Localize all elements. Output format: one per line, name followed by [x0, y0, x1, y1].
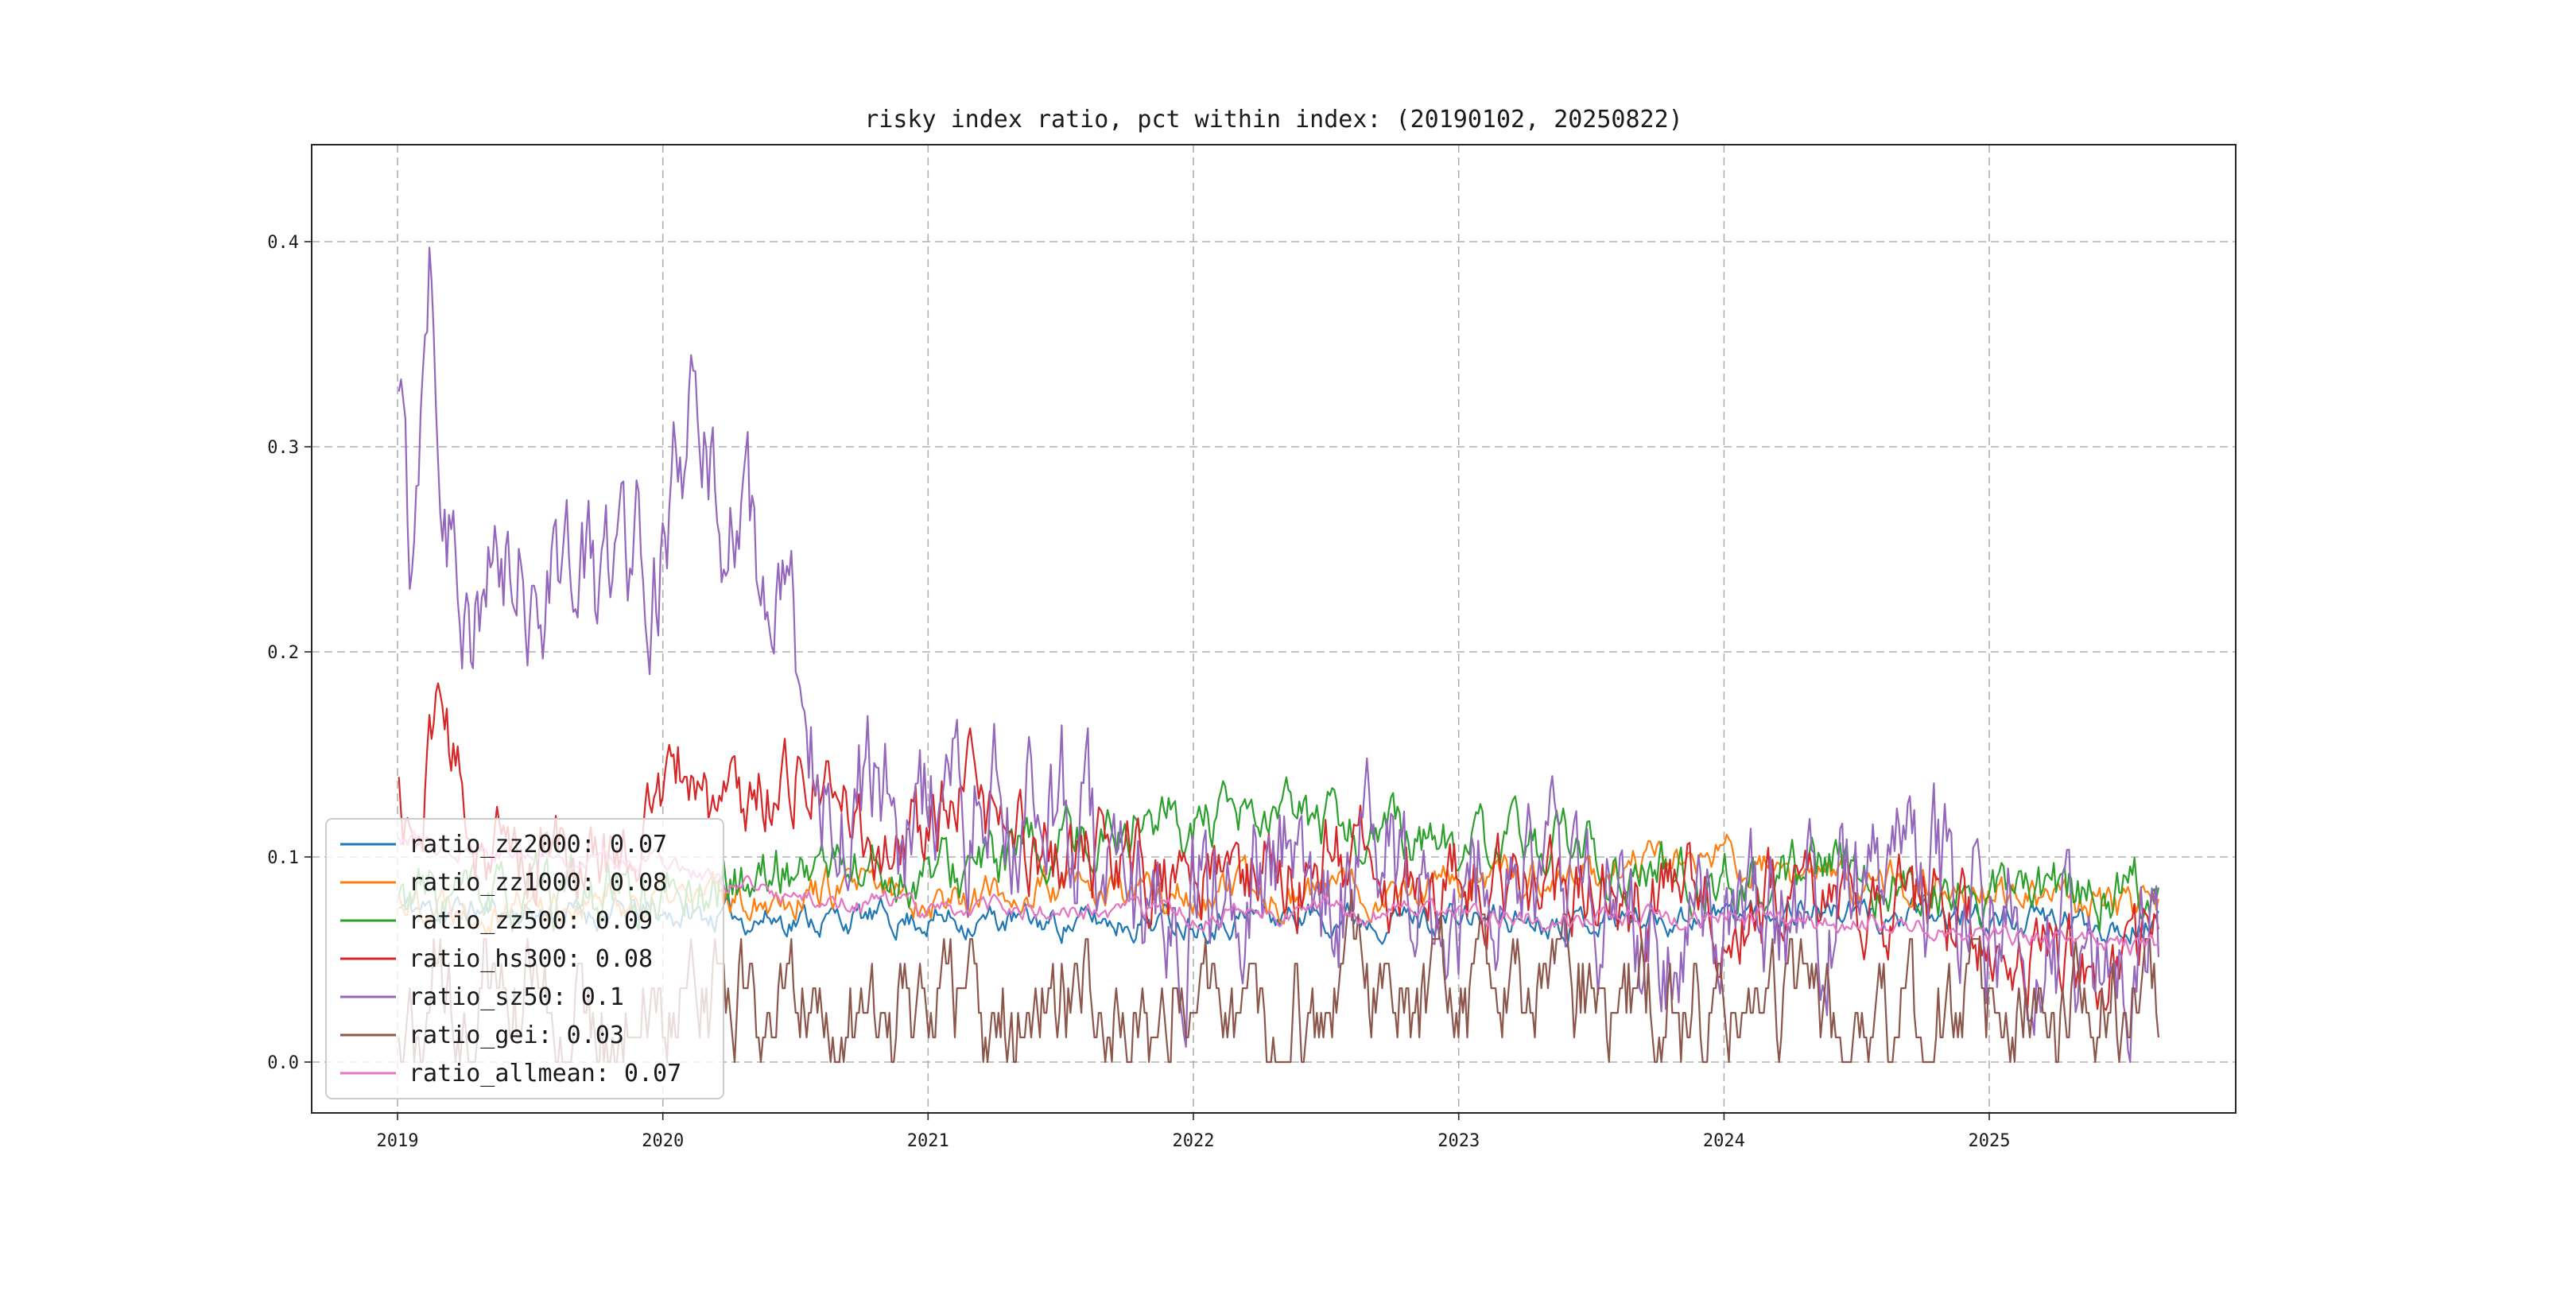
y-tick-label-0.0: 0.0: [267, 1053, 299, 1073]
x-tick-label-2019: 2019: [377, 1131, 419, 1151]
legend-label-ratio_zz1000: ratio_zz1000: 0.08: [409, 869, 667, 897]
y-tick-label-0.2: 0.2: [267, 643, 299, 663]
series-line-ratio_sz50: [398, 246, 2159, 1064]
y-tick-label-0.4: 0.4: [267, 233, 299, 253]
x-tick-label-2022: 2022: [1173, 1131, 1215, 1151]
legend: ratio_zz2000: 0.07 ratio_zz1000: 0.08 rati…: [325, 818, 724, 1099]
legend-label-ratio_zz500: ratio_zz500: 0.09: [409, 907, 653, 935]
legend-label-ratio_allmean: ratio_allmean: 0.07: [409, 1060, 681, 1087]
axes-border: [311, 144, 2237, 1114]
x-tick-label-2023: 2023: [1437, 1131, 1480, 1151]
x-tick-label-2020: 2020: [642, 1131, 684, 1151]
x-tick-label-2021: 2021: [907, 1131, 949, 1151]
chart-title: risky index ratio, pct within index: (20…: [864, 106, 1683, 134]
legend-box: [325, 818, 724, 1099]
y-tick-label-0.1: 0.1: [267, 848, 299, 868]
tick-layer: 2019 2020 2021 2022 2023 2024 2025 0.0 0.1 0.2 0.3…: [267, 233, 2010, 1151]
y-tick-label-0.3: 0.3: [267, 438, 299, 458]
legend-label-ratio_gei: ratio_gei: 0.03: [409, 1022, 624, 1049]
legend-label-ratio_zz2000: ratio_zz2000: 0.07: [409, 831, 667, 859]
x-tick-label-2024: 2024: [1703, 1131, 1745, 1151]
legend-label-ratio_sz50: ratio_sz50: 0.1: [409, 983, 624, 1011]
legend-label-ratio_hs300: ratio_hs300: 0.08: [409, 945, 653, 973]
series-line-ratio_hs300: [398, 682, 2159, 1011]
x-tick-label-2025: 2025: [1969, 1131, 2011, 1151]
